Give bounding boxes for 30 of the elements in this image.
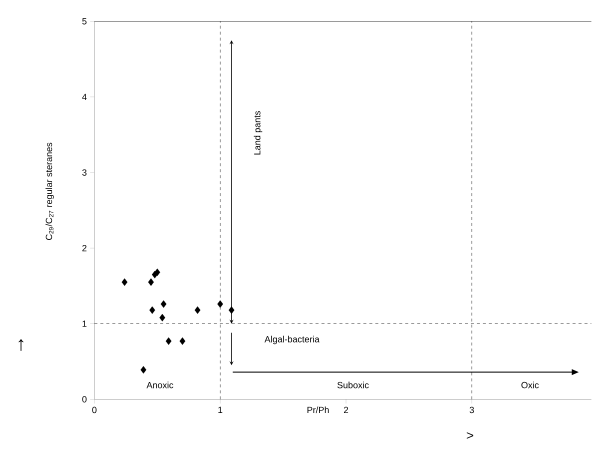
point <box>217 300 224 308</box>
point <box>160 300 166 308</box>
y-axis-title: C$_{29}$/C$_{27}$ regular steranes <box>46 142 54 240</box>
x-tick-label: 0 <box>92 406 97 414</box>
y-tick-label: 5 <box>82 18 87 24</box>
x-tick-label: 1 <box>218 406 222 413</box>
x-tick-label: 2 <box>344 406 348 414</box>
annotation: Algal-bacteria <box>264 336 320 344</box>
point <box>140 366 146 374</box>
point <box>122 278 128 286</box>
annotation: Oxic <box>521 382 539 388</box>
y-tick-label: 1 <box>82 320 86 327</box>
annotation: Anoxic <box>146 382 174 388</box>
annotation: Suboxic <box>337 382 369 388</box>
point <box>149 306 156 314</box>
x-axis-title: Pr/Ph <box>308 406 329 414</box>
point <box>194 306 200 314</box>
point <box>159 314 166 322</box>
point <box>180 337 186 345</box>
y-tick-label: 0 <box>82 396 87 402</box>
point <box>154 268 160 276</box>
point <box>148 278 154 286</box>
x-tick-label: 3 <box>470 406 474 414</box>
text: > <box>466 432 474 439</box>
point <box>166 337 172 345</box>
y-tick-label: 3 <box>82 169 87 176</box>
text: ↑ <box>18 339 24 351</box>
annotation: Land pants <box>254 111 262 155</box>
y-tick-label: 2 <box>82 244 86 252</box>
y-tick-label: 4 <box>82 94 87 100</box>
